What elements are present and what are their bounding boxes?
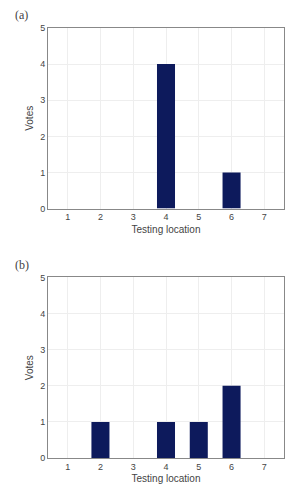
svg-text:2: 2: [40, 132, 45, 142]
svg-text:0: 0: [40, 453, 45, 463]
svg-text:1: 1: [40, 417, 45, 427]
svg-text:1: 1: [65, 212, 70, 222]
svg-text:1: 1: [65, 462, 70, 472]
svg-text:3: 3: [131, 462, 136, 472]
svg-text:4: 4: [163, 462, 168, 472]
svg-text:3: 3: [131, 212, 136, 222]
svg-text:6: 6: [229, 212, 234, 222]
svg-text:2: 2: [98, 212, 103, 222]
svg-text:4: 4: [163, 212, 168, 222]
svg-text:4: 4: [40, 59, 45, 69]
svg-text:Votes: Votes: [24, 106, 35, 131]
svg-text:Testing location: Testing location: [132, 224, 201, 235]
svg-text:1: 1: [40, 168, 45, 178]
svg-text:3: 3: [40, 95, 45, 105]
svg-text:4: 4: [40, 309, 45, 319]
svg-text:5: 5: [40, 23, 45, 33]
svg-text:5: 5: [196, 212, 201, 222]
svg-text:7: 7: [262, 212, 267, 222]
svg-text:2: 2: [98, 462, 103, 472]
svg-text:3: 3: [40, 345, 45, 355]
svg-text:7: 7: [262, 462, 267, 472]
svg-text:(b): (b): [15, 258, 29, 272]
svg-text:(a): (a): [15, 8, 28, 22]
svg-text:5: 5: [196, 462, 201, 472]
svg-text:Votes: Votes: [24, 355, 35, 380]
svg-text:Testing location: Testing location: [132, 473, 201, 484]
svg-text:0: 0: [40, 204, 45, 214]
svg-text:6: 6: [229, 462, 234, 472]
svg-text:2: 2: [40, 381, 45, 391]
svg-text:5: 5: [40, 273, 45, 283]
